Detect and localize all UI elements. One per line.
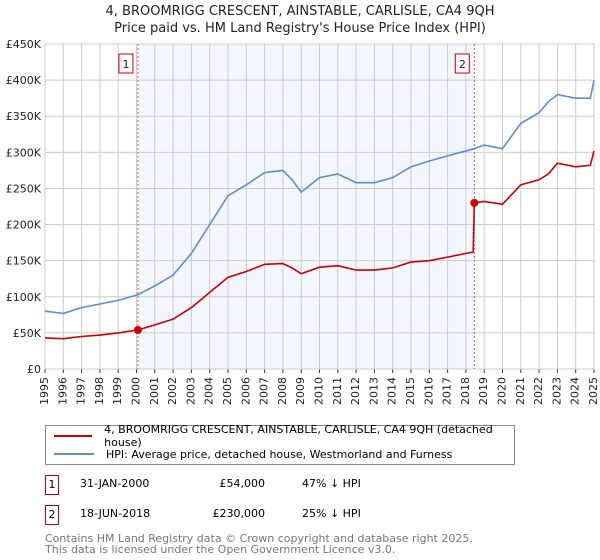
y-tick-label: £50K [13, 327, 42, 340]
x-tick-label: 2004 [203, 377, 216, 405]
x-tick-label: 2020 [496, 377, 509, 405]
series-line [44, 150, 595, 340]
x-tick-label: 2021 [514, 377, 527, 405]
legend-label: HPI: Average price, detached house, West… [106, 447, 453, 461]
transaction-hpi: 47% ↓ HPI [302, 477, 361, 490]
x-tick-label: 2000 [130, 377, 143, 405]
transaction-date: 18-JUN-2018 [80, 507, 151, 520]
sale-point [470, 198, 479, 207]
legend-swatch-red [54, 435, 93, 437]
y-tick-label: £350K [6, 110, 42, 123]
x-tick-label: 2017 [441, 377, 454, 405]
legend: 4, BROOMRIGG CRESCENT, AINSTABLE, CARLIS… [45, 423, 515, 465]
x-tick-label: 2005 [221, 377, 234, 405]
legend-swatch-blue [54, 453, 94, 455]
transaction-price: £54,000 [219, 477, 266, 490]
annotation-label: 1 [122, 58, 129, 71]
x-tick-label: 2002 [166, 377, 179, 405]
x-tick-label: 2008 [276, 377, 289, 405]
x-tick-label: 1997 [75, 377, 88, 405]
footer-licence: This data is licensed under the Open Gov… [45, 543, 396, 556]
x-tick-label: 2018 [459, 377, 472, 405]
y-tick-label: £400K [6, 74, 42, 87]
x-tick-label: 2019 [477, 377, 490, 405]
chart-subtitle: Price paid vs. HM Land Registry's House … [114, 21, 486, 36]
x-tick-label: 1999 [111, 377, 124, 405]
y-tick-label: £450K [6, 38, 42, 51]
annotation-box [118, 53, 134, 74]
sale-point [133, 326, 142, 334]
x-tick-label: 2016 [422, 377, 435, 405]
x-tick-label: 1998 [93, 377, 106, 405]
footer-copyright: Contains HM Land Registry data © Crown c… [45, 532, 473, 545]
annotation-label: 2 [459, 58, 466, 71]
x-tick-label: 2022 [532, 377, 545, 405]
legend-item-hpi: HPI: Average price, detached house, West… [54, 445, 452, 463]
transaction-badge: 2 [45, 505, 59, 525]
legend-item-property: 4, BROOMRIGG CRESCENT, AINSTABLE, CARLIS… [54, 423, 514, 449]
x-tick-label: 2007 [258, 377, 271, 405]
y-tick-label: £0 [27, 363, 41, 376]
x-tick-label: 2001 [148, 377, 161, 405]
x-tick-label: 2023 [550, 377, 563, 405]
x-tick-label: 2013 [367, 377, 380, 405]
x-tick-label: 2024 [569, 377, 582, 405]
x-tick-label: 1995 [38, 377, 51, 405]
chart-title: 4, BROOMRIGG CRESCENT, AINSTABLE, CARLIS… [105, 4, 495, 19]
price-chart: 1995 1996 1997 1998 1999 2000 2001 2002 2003 2004… [6, 38, 600, 405]
plot-frame [44, 43, 595, 370]
transaction-date: 31-JAN-2000 [80, 477, 150, 490]
x-tick-label: 2012 [349, 377, 362, 405]
x-tick-label: 2003 [184, 377, 197, 405]
transaction-hpi: 25% ↓ HPI [302, 507, 361, 520]
transaction-price: £230,000 [212, 507, 266, 520]
transaction-badge: 1 [45, 475, 59, 495]
x-tick-label: 2010 [313, 377, 326, 405]
y-tick-label: £250K [6, 182, 42, 195]
legend-label: 4, BROOMRIGG CRESCENT, AINSTABLE, CARLIS… [104, 423, 493, 449]
x-tick-label: 2014 [386, 377, 399, 405]
y-tick-label: £200K [6, 219, 42, 232]
y-tick-label: £100K [6, 291, 42, 304]
x-tick-label: 2011 [331, 377, 344, 405]
x-tick-label: 2015 [404, 377, 417, 405]
series-line [44, 79, 595, 315]
x-tick-label: 2009 [294, 377, 307, 405]
y-tick-label: £150K [6, 255, 42, 268]
shaded-period [137, 44, 475, 369]
x-tick-label: 2006 [239, 377, 252, 405]
x-tick-label: 1996 [56, 377, 69, 405]
annotation-box [454, 53, 470, 74]
x-tick-label: 2025 [587, 377, 600, 405]
y-tick-label: £300K [6, 146, 42, 159]
